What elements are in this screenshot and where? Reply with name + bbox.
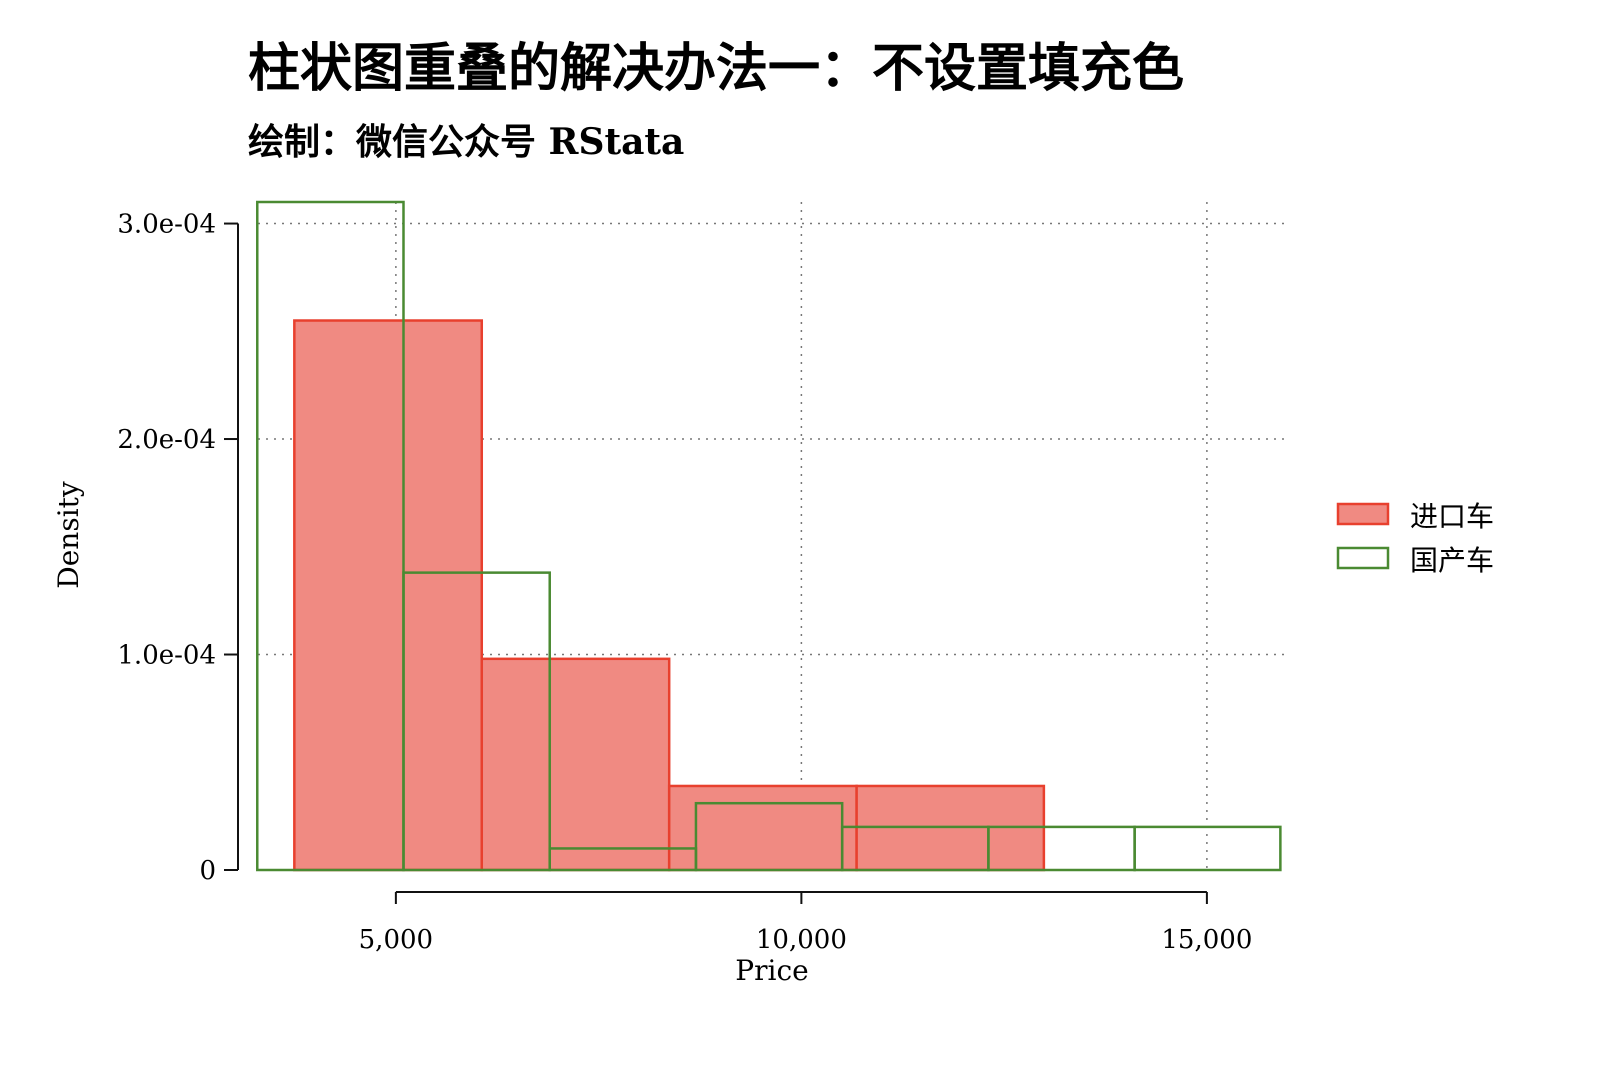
x-axis-label: Price	[735, 954, 808, 987]
legend-swatch-0	[1336, 502, 1390, 526]
legend-label-0: 进口车	[1410, 500, 1494, 533]
chart-title: 柱状图重叠的解决办法一：不设置填充色	[248, 38, 1184, 99]
y-ticks: 0 1.0e-04 2.0e-04 3.0e-04	[117, 210, 238, 886]
series-layer	[256, 200, 1282, 872]
series-0-bar-2	[667, 784, 858, 872]
x-tick-label-2: 15,000	[1161, 925, 1252, 955]
series-1-bar-6	[1133, 825, 1282, 872]
legend-label-1: 国产车	[1410, 544, 1494, 577]
series-1-bar-0	[256, 200, 405, 872]
y-tick-label-2: 2.0e-04	[117, 425, 216, 455]
series-0-bar-0	[293, 319, 484, 872]
x-tick-label-1: 10,000	[756, 925, 847, 955]
y-tick-label-1: 1.0e-04	[117, 641, 216, 671]
y-tick-label-3: 3.0e-04	[117, 210, 216, 240]
chart-subtitle: 绘制：微信公众号 RStata	[248, 121, 684, 163]
series-0	[293, 319, 1046, 872]
x-ticks: 5,000 10,000 15,000	[359, 892, 1252, 955]
y-axis-label: Density	[52, 481, 85, 589]
series-1-bar-1	[402, 571, 551, 872]
legend-swatch-1	[1336, 546, 1390, 570]
series-1	[256, 200, 1282, 872]
x-tick-label-0: 5,000	[359, 925, 433, 955]
series-0-bar-1	[480, 657, 671, 872]
y-tick-label-0: 0	[199, 856, 216, 886]
